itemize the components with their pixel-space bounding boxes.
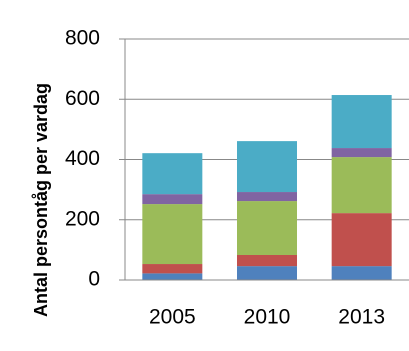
bar-segment — [237, 201, 297, 255]
bar-segment — [331, 157, 392, 214]
bar-segment — [142, 204, 203, 265]
y-tick-label: 0 — [88, 268, 100, 291]
bar-segment — [237, 254, 297, 267]
bar-segment — [142, 264, 203, 274]
y-tick-label: 600 — [65, 87, 100, 110]
bar-segment — [237, 141, 297, 193]
x-tick-label: 2005 — [149, 306, 196, 329]
bar-segment — [237, 192, 297, 202]
bar-segment — [142, 153, 203, 195]
y-axis-label: Antal persontåg per vardag — [31, 83, 51, 317]
y-tick-label: 400 — [65, 147, 100, 170]
x-tick-label: 2010 — [244, 306, 291, 329]
bar-segment — [142, 194, 203, 205]
y-tick-label: 800 — [65, 27, 100, 50]
bar-segment — [331, 266, 392, 280]
x-tick-label: 2013 — [338, 306, 385, 329]
bar-segment — [142, 273, 203, 280]
bar-segment — [331, 213, 392, 267]
bar-segment — [331, 148, 392, 158]
y-tick-label: 200 — [65, 207, 100, 230]
bar-segment — [331, 95, 392, 149]
bar-segment — [237, 266, 297, 280]
